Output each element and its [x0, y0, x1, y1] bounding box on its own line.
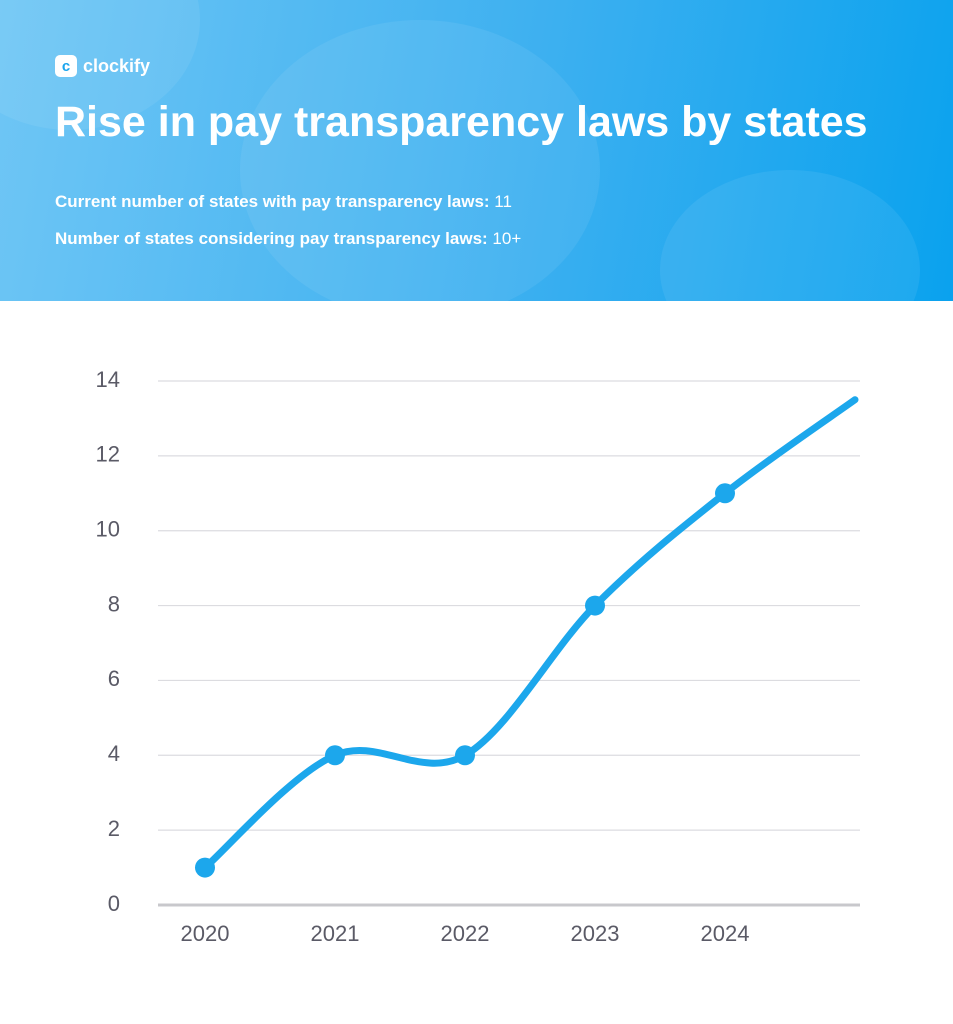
title: Rise in pay transparency laws by states: [55, 98, 868, 146]
stat-value: 11: [494, 192, 512, 211]
x-tick-label: 2020: [181, 921, 230, 946]
point: [455, 745, 475, 766]
logo-text: clockify: [83, 55, 151, 76]
y-tick-label: 6: [108, 666, 120, 691]
line: [201, 396, 859, 872]
x-tick-label: 2024: [701, 921, 750, 946]
y-tick-label: 8: [108, 591, 120, 616]
stat: Number of states considering pay transpa…: [55, 229, 521, 249]
x-tick-label: 2023: [571, 921, 620, 946]
chart: 0 2 4 6 8 10 12 14 2020 2021 2022 2023 2024: [96, 367, 860, 946]
y-tick-label: 4: [108, 741, 120, 766]
y-tick-label: 14: [96, 367, 120, 392]
decoration: [240, 20, 600, 301]
y-tick-label: 2: [108, 816, 120, 841]
stat-label: Number of states considering pay transpa…: [55, 229, 488, 248]
stat: Current number of states with pay transp…: [55, 192, 512, 212]
decoration: [660, 170, 920, 301]
header: c clockify Rise in pay transparency laws …: [0, 0, 953, 301]
logo: c clockify: [55, 55, 150, 77]
point: [715, 483, 735, 504]
point: [325, 745, 345, 766]
stat-label: Current number of states with pay transp…: [55, 192, 490, 211]
point: [195, 857, 215, 878]
point: [585, 595, 605, 616]
y-tick-label: 10: [96, 517, 120, 542]
y-tick-label: 0: [108, 891, 120, 916]
logo-icon: c: [55, 55, 77, 77]
x-tick-label: 2022: [441, 921, 490, 946]
y-tick-label: 12: [96, 442, 120, 467]
x-tick-label: 2021: [311, 921, 360, 946]
stat-value: 10+: [492, 229, 522, 248]
